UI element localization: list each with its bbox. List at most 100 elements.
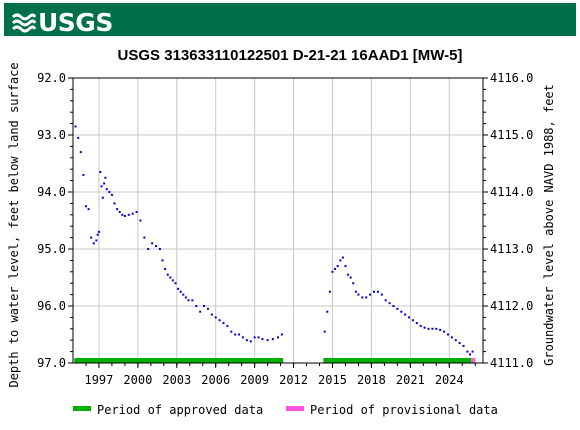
data-point: [439, 328, 442, 331]
data-point: [334, 267, 337, 270]
x-tick-label: 2012: [279, 373, 308, 387]
data-point: [234, 333, 237, 336]
plot-frame: [72, 77, 484, 364]
data-point: [462, 344, 465, 347]
data-point: [392, 305, 395, 307]
data-point: [257, 336, 260, 339]
data-point: [226, 324, 229, 327]
data-point: [326, 310, 329, 313]
data-point: [365, 296, 368, 299]
data-point: [415, 322, 418, 325]
x-tick-label: 2021: [396, 373, 425, 387]
data-point: [203, 305, 206, 307]
data-point: [419, 324, 422, 327]
data-point: [110, 193, 113, 196]
data-point: [369, 293, 372, 296]
data-point: [171, 279, 174, 282]
data-point: [182, 293, 185, 296]
data-point: [103, 182, 106, 185]
data-point: [113, 202, 116, 205]
data-point: [151, 242, 154, 245]
data-point: [404, 313, 407, 316]
x-tick-label: 1997: [84, 373, 113, 387]
data-point: [214, 316, 217, 319]
data-point: [166, 273, 169, 276]
data-point: [222, 322, 225, 325]
data-point: [458, 342, 461, 345]
data-point: [191, 299, 194, 302]
data-points: [74, 125, 474, 356]
data-point: [380, 293, 383, 296]
x-tick-label: 2006: [201, 373, 230, 387]
left-axis-label: Depth to water level, feet below land su…: [7, 62, 21, 387]
data-point: [195, 305, 198, 307]
data-point: [206, 307, 209, 310]
data-point: [280, 333, 283, 336]
legend-provisional-label: Period of provisional data: [310, 403, 498, 417]
data-point: [361, 296, 364, 299]
right-tick-label: 4115.0: [490, 128, 533, 142]
data-point: [87, 208, 90, 211]
data-point: [339, 259, 342, 262]
legend: Period of approved data Period of provis…: [73, 403, 498, 417]
chart-title: USGS 313633110122501 D-21-21 16AAD1 [MW-…: [118, 47, 463, 64]
data-point: [74, 125, 77, 128]
data-point: [199, 310, 202, 313]
data-point: [443, 330, 446, 333]
data-point: [90, 236, 93, 239]
data-point: [336, 265, 339, 268]
data-point: [400, 310, 403, 313]
data-point: [450, 336, 453, 339]
right-axis-label: Groundwater level above NAVD 1988, feet: [542, 84, 556, 366]
data-point: [238, 333, 241, 336]
right-tick-label: 4116.0: [490, 71, 533, 85]
data-point: [174, 282, 177, 285]
provisional-period-bar: [471, 358, 476, 363]
data-point: [384, 299, 387, 302]
data-point: [218, 319, 221, 322]
data-point: [277, 336, 279, 339]
x-tick-label: 2015: [318, 373, 347, 387]
data-point: [101, 196, 104, 199]
data-point: [446, 333, 449, 336]
grid-lines: [73, 77, 483, 364]
data-point: [143, 236, 146, 239]
data-point: [376, 290, 379, 293]
data-point: [357, 293, 360, 296]
data-point: [411, 319, 414, 322]
data-point: [147, 248, 150, 250]
x-tick-label: 2024: [435, 373, 464, 387]
data-point: [266, 339, 269, 342]
data-point: [97, 230, 100, 233]
data-point: [96, 233, 99, 236]
data-point: [84, 205, 87, 208]
data-period-bars: [74, 358, 476, 363]
data-point: [373, 290, 376, 293]
data-point: [131, 212, 134, 215]
data-point: [104, 176, 107, 179]
left-tick-label: 97.0: [37, 356, 66, 370]
x-tick-label: 2003: [162, 373, 191, 387]
data-point: [427, 327, 430, 330]
data-point: [241, 336, 244, 339]
right-tick-label: 4113.0: [490, 242, 533, 256]
data-point: [135, 210, 138, 213]
data-point: [158, 248, 161, 250]
data-point: [431, 327, 434, 330]
legend-provisional-swatch: [286, 406, 304, 411]
data-point: [210, 313, 213, 316]
data-point: [79, 151, 82, 154]
data-point: [328, 290, 331, 293]
data-point: [164, 267, 167, 270]
legend-approved-swatch: [73, 406, 91, 411]
left-tick-label: 93.0: [37, 128, 66, 142]
left-tick-label: 96.0: [37, 299, 66, 313]
usgs-logo-text: USGS: [38, 8, 113, 37]
data-point: [123, 214, 126, 217]
data-point: [245, 339, 248, 342]
data-point: [466, 350, 469, 353]
data-point: [349, 276, 352, 279]
data-point: [127, 213, 130, 216]
data-point: [77, 136, 80, 139]
data-point: [454, 339, 457, 342]
